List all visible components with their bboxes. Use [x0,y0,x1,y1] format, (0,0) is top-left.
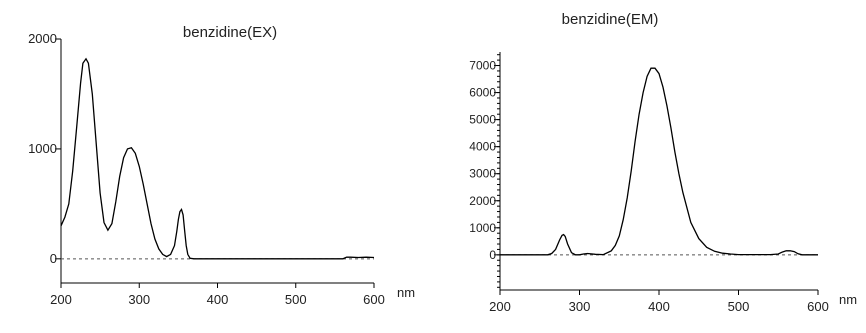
y-tick-label: 1000 [469,221,496,235]
y-tick-label: 3000 [469,167,496,181]
y-tick-label: 6000 [469,86,496,100]
y-tick-label: 5000 [469,113,496,127]
x-tick-label: 600 [363,292,385,307]
y-tick-label: 2000 [28,31,57,46]
chart-excitation: benzidine(EX) nm 0 1000 2000 200 300 400 500 60… [28,24,415,307]
x-unit-label: nm [839,292,857,307]
x-tick-label: 200 [50,292,72,307]
chart-title: benzidine(EM) [562,11,659,28]
spectrum-line [500,67,818,256]
x-tick-label: 300 [128,292,150,307]
chart-title: benzidine(EX) [183,24,277,41]
chart-emission: benzidine(EM) nm 0 1000 2000 3000 4000 5000 60… [469,11,857,314]
y-tick-label: 0 [50,251,57,266]
y-tick-label: 2000 [469,194,496,208]
x-tick-label: 400 [648,299,670,314]
x-tick-label: 400 [207,292,229,307]
spectrum-line [60,57,375,260]
x-tick-label: 500 [728,299,750,314]
x-unit-label: nm [397,285,415,300]
y-tick-label: 4000 [469,140,496,154]
x-tick-label: 200 [489,299,511,314]
x-tick-label: 500 [285,292,307,307]
y-tick-label: 0 [489,248,496,262]
x-tick-label: 600 [807,299,829,314]
y-tick-label: 1000 [28,141,57,156]
x-tick-label: 300 [569,299,591,314]
y-tick-label: 7000 [469,59,496,73]
